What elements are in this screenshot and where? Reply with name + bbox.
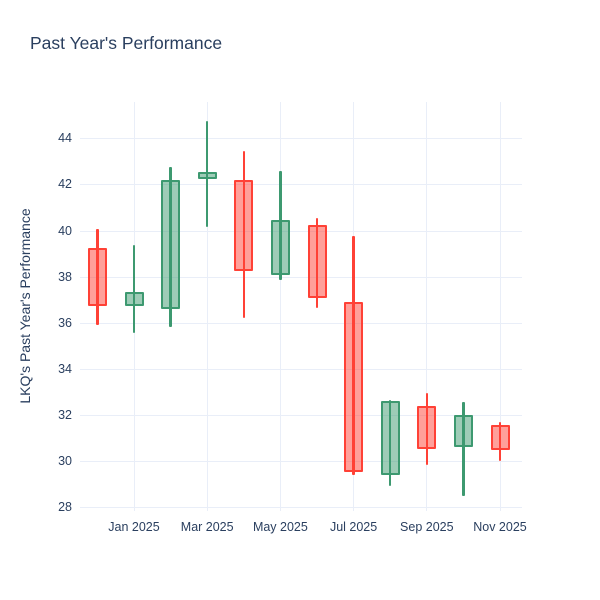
- candle-jul-2025[interactable]: [344, 301, 364, 473]
- x-tick-label-nov-2025: Nov 2025: [473, 520, 527, 534]
- candle-feb-2025[interactable]: [161, 179, 181, 309]
- x-tick-label-mar-2025: Mar 2025: [180, 520, 234, 534]
- candle-jun-2025[interactable]: [307, 224, 327, 299]
- gridline-y-42: [80, 184, 522, 186]
- candle-sep-2025[interactable]: [417, 405, 437, 450]
- plot-area: [80, 102, 522, 511]
- gridline-x-nov-2025: [499, 102, 501, 511]
- gridline-x-sep-2025: [426, 102, 428, 511]
- x-tick-label-sep-2025: Sep 2025: [400, 520, 454, 534]
- gridline-x-may-2025: [279, 102, 281, 511]
- gridline-y-36: [80, 322, 522, 324]
- y-tick-label-28: 28: [58, 499, 72, 514]
- candle-may-2025[interactable]: [270, 220, 290, 276]
- gridline-x-mar-2025: [206, 102, 208, 511]
- x-tick-label-may-2025: May 2025: [252, 520, 308, 534]
- y-tick-label-30: 30: [58, 453, 72, 468]
- candle-aug-2025[interactable]: [380, 400, 400, 475]
- candle-nov-2025[interactable]: [490, 425, 510, 451]
- candle-jan-2025[interactable]: [124, 291, 144, 307]
- gridline-y-38: [80, 276, 522, 278]
- gridline-y-44: [80, 138, 522, 140]
- y-tick-label-38: 38: [58, 269, 72, 284]
- candle-oct-2025[interactable]: [453, 414, 473, 447]
- gridline-y-30: [80, 460, 522, 462]
- x-tick-label-jan-2025: Jan 2025: [108, 520, 160, 534]
- y-tick-label-40: 40: [58, 223, 72, 238]
- candle-apr-2025[interactable]: [234, 179, 254, 271]
- gridline-y-28: [80, 506, 522, 508]
- candle-wick-oct-2025: [462, 402, 465, 497]
- gridline-y-32: [80, 414, 522, 416]
- gridline-y-40: [80, 230, 522, 232]
- candle-wick-jan-2025: [132, 245, 136, 333]
- y-tick-label-36: 36: [58, 315, 72, 330]
- gridline-y-34: [80, 368, 522, 370]
- x-tick-label-jul-2025: Jul 2025: [329, 520, 378, 534]
- y-tick-label-34: 34: [58, 361, 72, 376]
- candle-dec-2024[interactable]: [87, 247, 107, 307]
- chart-title: Past Year's Performance: [30, 33, 223, 53]
- y-tick-label-44: 44: [58, 131, 72, 146]
- candle-mar-2025[interactable]: [197, 171, 217, 179]
- y-tick-label-42: 42: [58, 177, 72, 192]
- y-tick-label-32: 32: [58, 407, 72, 422]
